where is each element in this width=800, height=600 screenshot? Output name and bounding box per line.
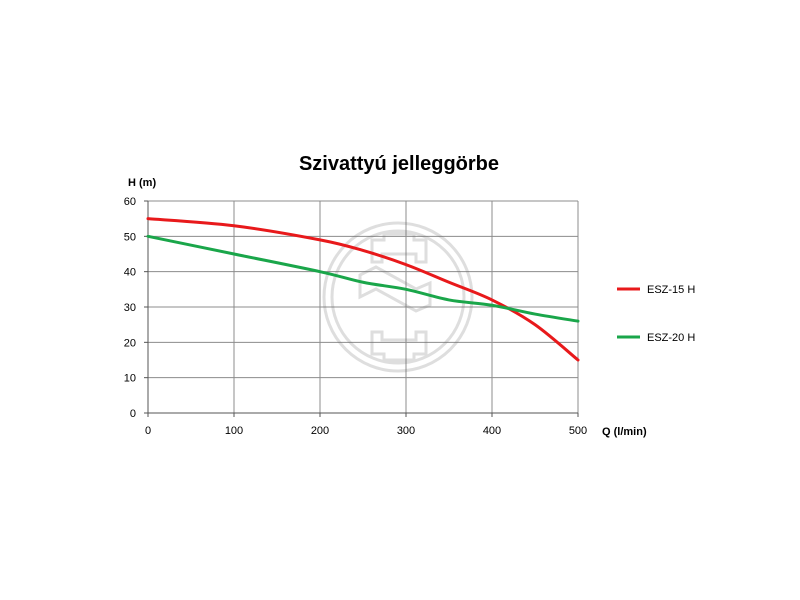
x-tick-label-3: 300 xyxy=(397,425,415,437)
legend: ESZ-15 H ESZ-20 H xyxy=(617,284,695,344)
y-tick-label-1: 10 xyxy=(124,373,136,385)
x-tick-label-1: 100 xyxy=(225,425,243,437)
legend-label-esz-20-h: ESZ-20 H xyxy=(647,332,695,344)
y-tick-label-2: 20 xyxy=(124,337,136,349)
tick-labels: 0 100 200 300 400 500 0 10 20 30 40 50 60 xyxy=(124,196,587,437)
watermark-logo xyxy=(322,221,474,373)
series-line-esz-20-h xyxy=(146,234,580,323)
x-tick-label-0: 0 xyxy=(145,425,151,437)
legend-label-esz-15-h: ESZ-15 H xyxy=(647,284,695,296)
y-tick-label-4: 40 xyxy=(124,267,136,279)
y-tick-label-6: 60 xyxy=(124,196,136,208)
chart-title: Szivattyú jelleggörbe xyxy=(299,153,499,175)
x-tick-label-2: 200 xyxy=(311,425,329,437)
x-tick-label-4: 400 xyxy=(483,425,501,437)
y-tick-label-5: 50 xyxy=(124,231,136,243)
x-axis-label: Q (l/min) xyxy=(602,426,647,438)
y-axis-label: H (m) xyxy=(128,177,156,189)
series-line-esz-15-h xyxy=(146,217,580,362)
y-tick-label-3: 30 xyxy=(124,302,136,314)
x-tick-label-5: 500 xyxy=(569,425,587,437)
y-tick-label-0: 0 xyxy=(130,408,136,420)
gridlines xyxy=(147,200,579,414)
series-lines xyxy=(146,217,580,362)
